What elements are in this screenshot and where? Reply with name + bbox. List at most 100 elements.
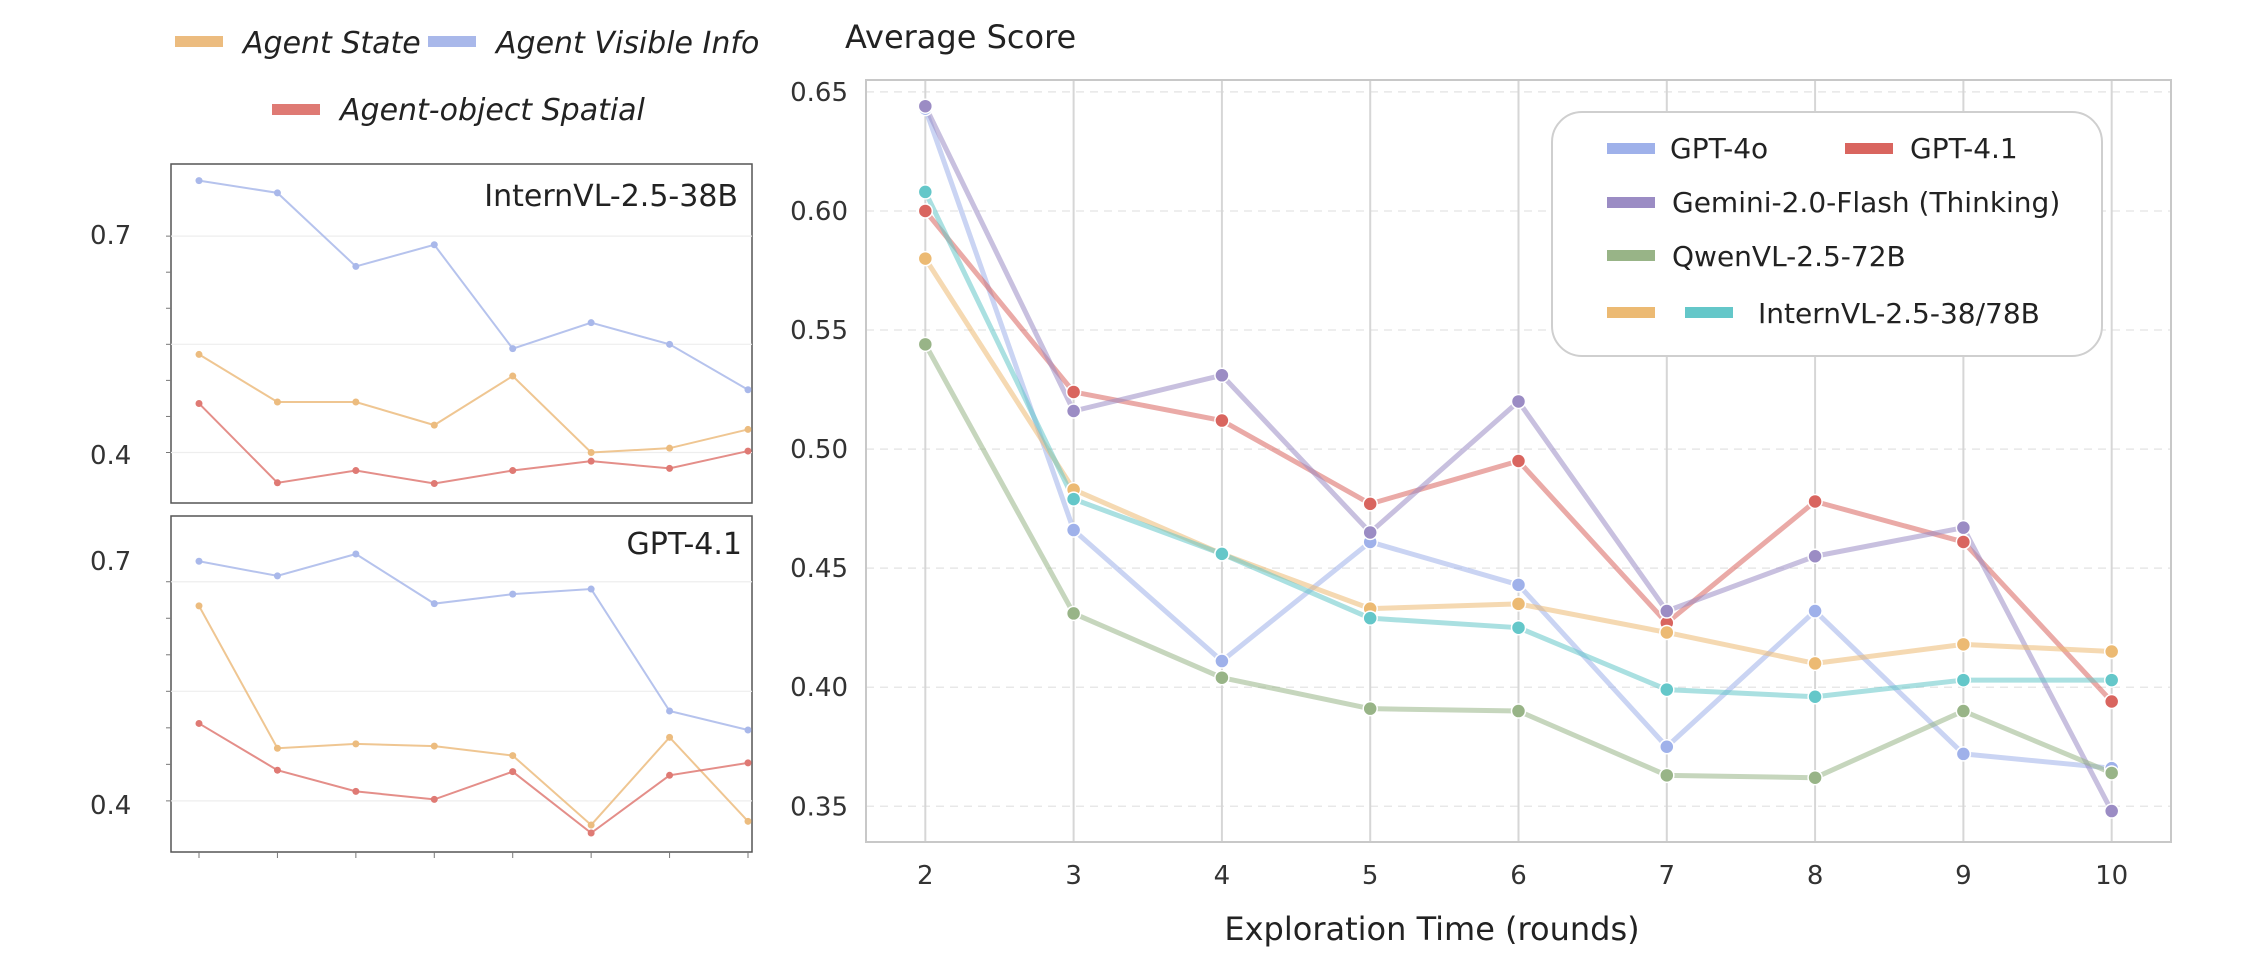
point-gemini-10	[2103, 803, 2120, 819]
panel1-point-agent_object-2	[273, 479, 281, 487]
small-legend: Agent State Agent Visible Info Agent-obj…	[175, 26, 759, 128]
panel1-point-agent_visible-2	[273, 189, 281, 197]
point-qwen-7	[1659, 767, 1675, 784]
point-gpt41-3	[1065, 384, 1082, 400]
main-ytick-5: 0.60	[790, 197, 848, 227]
legend-label-gpt41: GPT-4.1	[1910, 132, 2018, 165]
panel-internvl-38b-frame	[170, 163, 753, 504]
panel1-line-agent_object	[198, 402, 749, 485]
panel2-point-agent_visible-6	[587, 585, 595, 593]
panel2-point-agent_state-6	[587, 821, 595, 829]
panel-gpt41-frame	[170, 515, 753, 853]
point-internvl38-10	[2103, 643, 2120, 660]
point-qwen-6	[1510, 703, 1527, 719]
main-ytick-3: 0.50	[790, 435, 848, 465]
point-internvl78-9	[1955, 672, 1972, 688]
main-xtick-7: 9	[1955, 861, 1972, 891]
point-internvl38-6	[1510, 596, 1527, 612]
panel1-point-agent_object-3	[352, 467, 360, 475]
x-axis-label: Exploration Time (rounds)	[1224, 910, 1639, 948]
point-gpt41-2	[917, 203, 934, 219]
panel-gpt41: GPT-4.1 0.4 0.7	[90, 515, 753, 858]
panel1-point-agent_state-5	[509, 372, 517, 380]
panel2-point-agent_state-1	[195, 602, 203, 610]
panel1-point-agent_object-1	[195, 399, 203, 407]
panel1-point-agent_visible-8	[744, 386, 752, 394]
point-gemini-7	[1659, 603, 1675, 619]
panel2-point-agent_visible-4	[430, 600, 438, 608]
panel1-point-agent_state-4	[430, 421, 438, 429]
point-internvl78-3	[1065, 491, 1082, 507]
legend-swatch-agent-visible	[428, 36, 476, 47]
legend-swatch-agent-state	[175, 36, 223, 47]
point-gemini-4	[1214, 367, 1230, 384]
panel-internvl-38b-label: InternVL-2.5-38B	[484, 179, 738, 214]
panel2-point-agent_visible-3	[352, 550, 360, 558]
panel1-point-agent_object-4	[430, 480, 438, 488]
panel2-point-agent_visible-1	[195, 557, 203, 565]
legend-label-gpt4o: GPT-4o	[1670, 132, 1768, 165]
panel2-point-agent_object-2	[273, 766, 281, 774]
panel1-point-agent_state-6	[587, 449, 595, 457]
main-chart: Average Score 0.35 0.40 0.45 0.50 0.55 0.60 0.…	[790, 18, 2172, 948]
panel2-point-agent_object-6	[587, 829, 595, 837]
panel2-line-agent_state	[198, 605, 749, 827]
panel2-point-agent_object-7	[666, 771, 674, 779]
point-gemini-2	[917, 98, 934, 114]
main-legend-box	[1551, 111, 2103, 357]
panel2-line-agent_visible	[198, 552, 749, 731]
panel1-point-agent_object-5	[509, 467, 517, 475]
panel2-point-agent_object-1	[195, 719, 203, 727]
panel1-point-agent_state-2	[273, 398, 281, 406]
legend-label-agent-state: Agent State	[241, 26, 421, 61]
point-internvl78-5	[1362, 610, 1378, 626]
legend-label-agent-object: Agent-object Spatial	[338, 93, 646, 128]
panel-gpt41-ytick-0: 0.4	[90, 791, 131, 821]
main-ytick-1: 0.40	[790, 673, 848, 703]
point-qwen-8	[1807, 769, 1823, 786]
point-qwen-5	[1362, 700, 1378, 717]
panel1-point-agent_object-7	[666, 464, 674, 472]
panel2-point-agent_state-3	[352, 740, 360, 748]
panel-internvl-38b: InternVL-2.5-38B 0.4 0.7	[90, 163, 753, 504]
point-internvl78-6	[1510, 619, 1527, 636]
legend-label-gemini: Gemini-2.0-Flash (Thinking)	[1672, 186, 2060, 219]
main-xtick-6: 8	[1807, 861, 1824, 891]
panel2-point-agent_object-8	[744, 759, 752, 767]
panel2-point-agent_object-4	[430, 795, 438, 803]
panel-gpt41-ytick-1: 0.7	[90, 547, 131, 577]
main-chart-title: Average Score	[845, 18, 1076, 56]
point-internvl78-7	[1659, 681, 1675, 698]
point-gpt41-4	[1214, 412, 1230, 429]
panel1-point-agent_visible-1	[195, 177, 203, 185]
point-internvl78-8	[1807, 688, 1823, 705]
point-gpt4o-6	[1510, 577, 1527, 593]
point-qwen-2	[917, 336, 934, 353]
point-gpt4o-8	[1807, 603, 1823, 619]
panel1-point-agent_visible-7	[666, 340, 674, 348]
point-qwen-4	[1214, 669, 1230, 686]
point-internvl38-8	[1807, 655, 1823, 672]
main-ytick-2: 0.45	[790, 554, 848, 584]
panel1-point-agent_visible-5	[509, 345, 517, 353]
point-gemini-9	[1955, 519, 1972, 536]
panel1-point-agent_state-3	[352, 398, 360, 406]
main-ytick-0: 0.35	[790, 792, 848, 822]
panel1-point-agent_object-8	[744, 447, 752, 455]
main-ytick-4: 0.55	[790, 316, 848, 346]
point-gemini-8	[1807, 548, 1823, 564]
legend-swatch-gemini	[1607, 197, 1655, 208]
panel2-point-agent_visible-7	[666, 707, 674, 715]
point-gemini-6	[1510, 393, 1527, 410]
point-gpt41-10	[2103, 693, 2120, 710]
point-gpt41-6	[1510, 453, 1527, 469]
point-gpt41-5	[1362, 496, 1378, 512]
legend-swatch-internvl-78	[1685, 307, 1733, 318]
main-xtick-3: 5	[1362, 861, 1379, 891]
panel2-point-agent_visible-5	[509, 590, 517, 598]
point-gpt4o-4	[1214, 653, 1230, 669]
panel1-point-agent_visible-6	[587, 319, 595, 327]
panel2-line-agent_object	[198, 722, 749, 835]
main-xtick-8: 10	[2095, 861, 2128, 891]
